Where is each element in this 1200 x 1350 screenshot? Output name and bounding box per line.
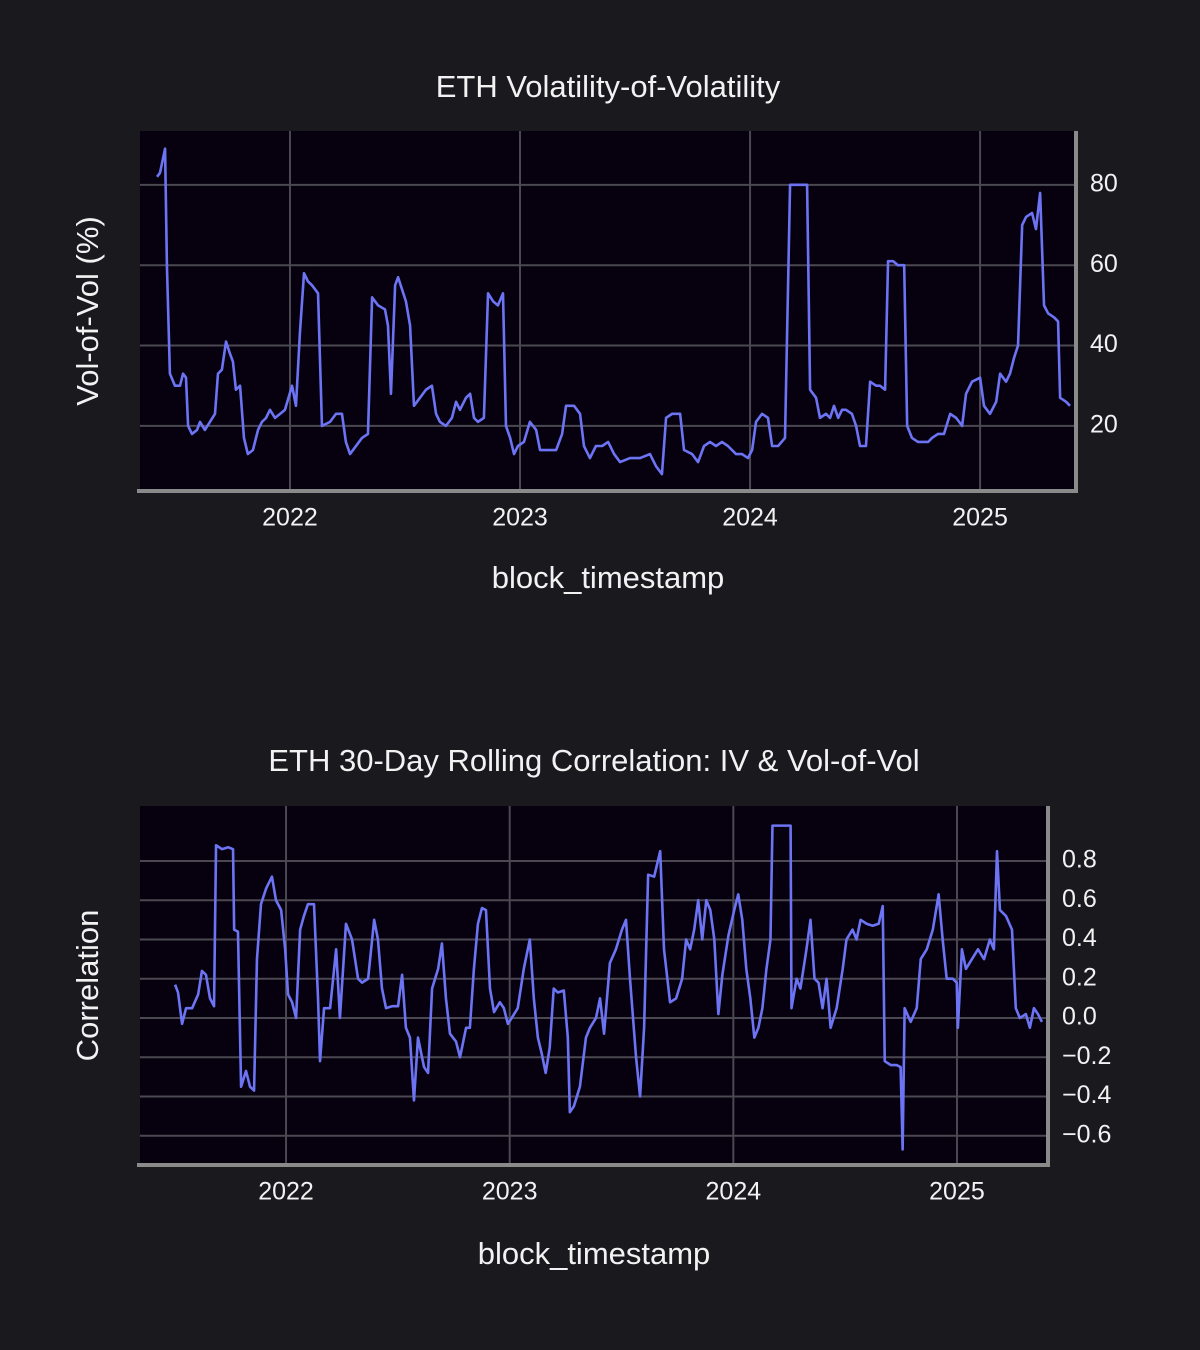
y-tick-label: 80 — [1090, 169, 1118, 197]
data-line — [155, 147, 1071, 476]
y-tick-label: −0.4 — [1062, 1081, 1111, 1109]
y-tick-label: 40 — [1090, 330, 1118, 358]
y-axis-label: Vol-of-Vol (%) — [70, 216, 105, 406]
y-tick-label: 20 — [1090, 411, 1118, 439]
y-tick-label: −0.2 — [1062, 1042, 1111, 1070]
x-axis-label: block_timestamp — [492, 560, 725, 595]
x-tick-label: 2024 — [722, 504, 778, 532]
y-tick-label: 0.0 — [1062, 1003, 1097, 1031]
y-tick-label: 0.4 — [1062, 924, 1097, 952]
y-tick-label: −0.6 — [1062, 1120, 1111, 1148]
x-tick-label: 2022 — [262, 504, 318, 532]
y-axis-label: Correlation — [70, 910, 105, 1062]
y-tick-label: 60 — [1090, 250, 1118, 278]
plot-area — [140, 806, 1048, 1165]
x-tick-label: 2022 — [258, 1178, 314, 1206]
x-tick-label: 2024 — [706, 1178, 762, 1206]
y-tick-label: 0.6 — [1062, 885, 1097, 913]
x-tick-label: 2023 — [482, 1178, 538, 1206]
chart-title: ETH 30-Day Rolling Correlation: IV & Vol… — [268, 743, 919, 778]
y-tick-label: 0.2 — [1062, 963, 1097, 991]
x-tick-label: 2025 — [929, 1178, 985, 1206]
chart-title: ETH Volatility-of-Volatility — [436, 69, 781, 104]
x-tick-label: 2025 — [952, 504, 1008, 532]
x-tick-label: 2023 — [492, 504, 548, 532]
plot-area — [140, 131, 1076, 491]
data-line — [173, 824, 1044, 1151]
y-tick-label: 0.8 — [1062, 846, 1097, 874]
x-axis-label: block_timestamp — [478, 1236, 711, 1271]
